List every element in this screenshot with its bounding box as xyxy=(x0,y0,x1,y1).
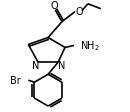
Text: N: N xyxy=(58,61,66,71)
Text: N: N xyxy=(31,61,39,71)
Text: O: O xyxy=(76,7,83,17)
Text: NH$_2$: NH$_2$ xyxy=(80,39,100,52)
Text: O: O xyxy=(50,1,58,11)
Text: Br: Br xyxy=(10,75,20,85)
